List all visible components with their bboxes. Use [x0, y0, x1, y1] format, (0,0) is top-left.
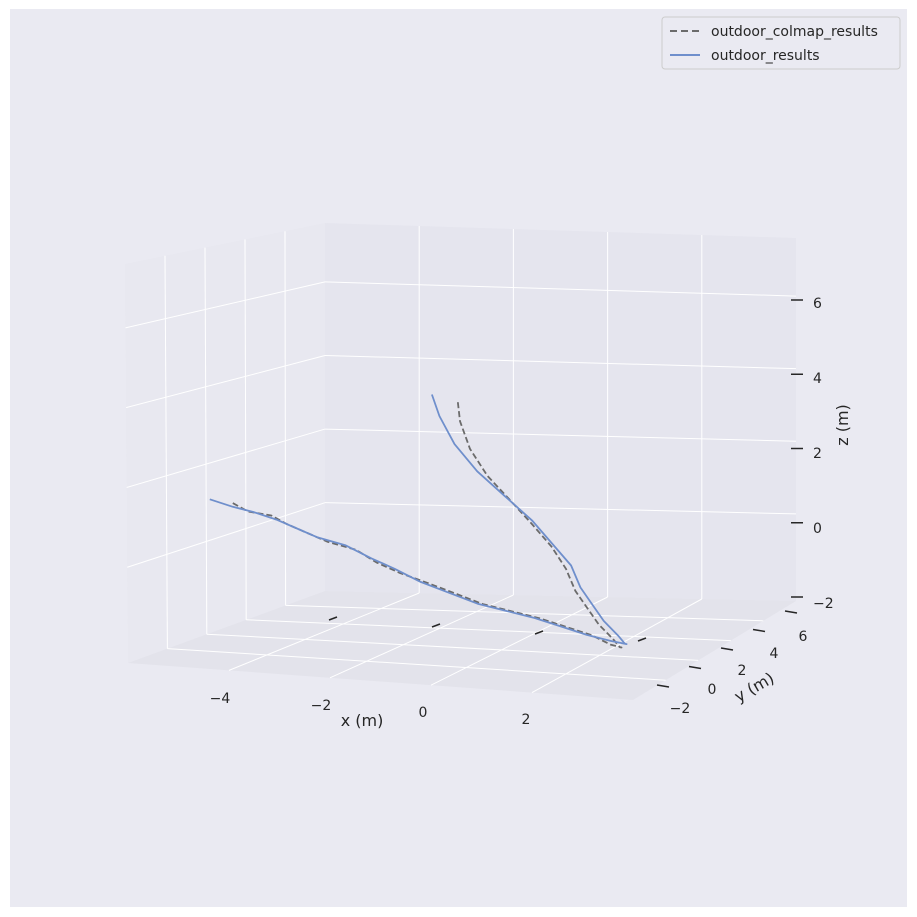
legend-label-colmap: outdoor_colmap_results [711, 24, 878, 40]
grid-line-floor-x [228, 592, 420, 671]
y-tick-label: 6 [799, 629, 808, 645]
z-tick-label: 6 [813, 296, 822, 312]
grid-line-floor-y [206, 633, 699, 661]
y-tick-labels: −2 0 2 4 6 [670, 629, 808, 717]
legend: outdoor_colmap_results outdoor_results [661, 16, 901, 70]
grid-line-back-horizontal [324, 502, 797, 515]
y-tick-label: −2 [670, 701, 691, 717]
grid-line-left-horizontal [127, 502, 326, 568]
x-tick-mark [431, 623, 441, 628]
grid-line-left-vertical [284, 231, 287, 606]
grid-line-floor-x [329, 594, 514, 679]
y-tick-mark [720, 647, 734, 651]
grid-line-left-vertical [164, 255, 168, 649]
x-tick-label: 2 [522, 712, 531, 728]
grid-line-left-horizontal [125, 281, 326, 329]
grid-line-back-horizontal [324, 281, 797, 297]
z-tick-label: 0 [813, 521, 822, 537]
z-tick-label: 4 [813, 371, 822, 387]
x-tick-labels: −4 −2 0 2 [210, 691, 531, 728]
pane-floor [128, 591, 796, 700]
grid-line-left-horizontal [126, 428, 326, 488]
grid-line-floor-x [531, 598, 703, 694]
z-tick-label: 2 [813, 446, 822, 462]
x-tick-mark [637, 637, 647, 642]
grid-line-left-vertical [204, 247, 208, 635]
grid-line-floor-y [285, 604, 764, 622]
grid-line-left-horizontal [125, 354, 326, 409]
grid-line-floor-x [430, 596, 608, 686]
grid-line-back-horizontal [324, 428, 797, 442]
series-layer [209, 394, 628, 649]
y-tick-label: 2 [738, 663, 747, 679]
grid-line-floor-y [246, 619, 731, 642]
y-tick-label: 4 [770, 646, 779, 662]
z-tick-label: −2 [813, 596, 834, 612]
legend-box [661, 16, 901, 70]
y-tick-mark [752, 628, 766, 633]
grid-line-floor-y [167, 648, 666, 681]
z-axis-label: z (m) [833, 404, 852, 446]
pane-left [125, 223, 325, 663]
y-tick-mark [688, 665, 702, 670]
tick-marks [328, 299, 803, 688]
legend-label-results: outdoor_results [711, 48, 820, 64]
series-line-outdoor_results [209, 394, 628, 645]
x-tick-label: 0 [419, 705, 428, 721]
y-tick-mark [656, 684, 670, 688]
z-tick-labels: −2 0 2 4 6 [813, 296, 834, 612]
x-tick-label: −4 [210, 691, 231, 707]
y-tick-mark [784, 610, 798, 614]
grid-line-left-vertical [244, 239, 247, 620]
y-tick-label: 0 [708, 682, 717, 698]
grid-line-back-horizontal [324, 354, 797, 370]
x-tick-label: −2 [311, 698, 332, 714]
x-tick-mark [534, 630, 544, 635]
pane-back [325, 223, 796, 601]
grid-lines [125, 226, 797, 694]
x-axis-label: x (m) [341, 711, 384, 730]
series-line-outdoor_colmap_results [232, 399, 623, 649]
x-tick-mark [328, 616, 338, 621]
